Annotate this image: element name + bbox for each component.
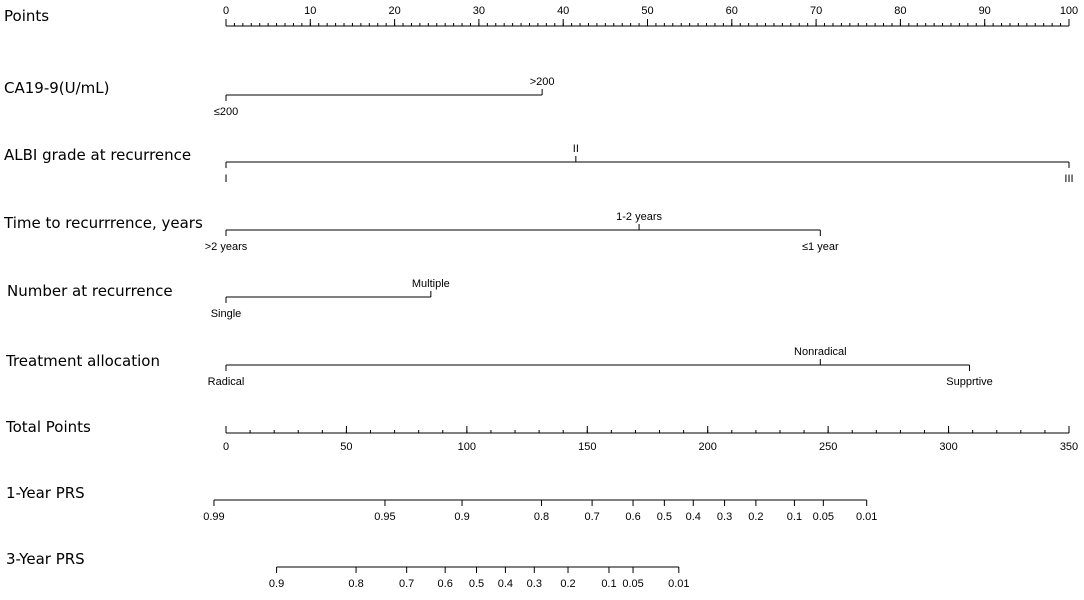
probability-label: 0.1: [787, 511, 802, 523]
probability-label: 0.3: [717, 511, 732, 523]
nomogram-row: Treatment allocation Radical Nonradical Sup…: [5, 346, 993, 388]
tick-label: 40: [557, 5, 569, 17]
probability-label: 0.99: [203, 511, 224, 523]
level-label: Nonradical: [794, 346, 847, 358]
probability-label: 0.8: [348, 578, 363, 590]
probability-label: 0.9: [454, 511, 469, 523]
probability-label: 0.05: [813, 511, 834, 523]
tick-label: 30: [473, 5, 485, 17]
nomogram-row: Points 0 10 20 30 40 50 60 70 80 90 100: [4, 5, 1078, 27]
nomogram-row: 3-Year PRS 0.9 0.8 0.7 0.6 0.5 0.4 0.3 0.2 0.1 0.0…: [6, 550, 690, 590]
level-label: I: [224, 173, 227, 185]
level-label: III: [1064, 173, 1073, 185]
row-label: CA19-9(U/mL): [4, 79, 109, 97]
tick-label: 350: [1060, 441, 1078, 453]
nomogram-row: CA19-9(U/mL) ≤200 >200: [4, 76, 555, 118]
level-label: 1-2 years: [616, 211, 662, 223]
tick-label: 300: [939, 441, 957, 453]
tick-label: 0: [223, 5, 229, 17]
tick-label: 70: [810, 5, 822, 17]
level-label: Supprtive: [946, 376, 992, 388]
probability-label: 0.9: [269, 578, 284, 590]
tick-label: 50: [340, 441, 352, 453]
tick-label: 150: [578, 441, 596, 453]
row-label: ALBI grade at recurrence: [4, 146, 191, 164]
tick-label: 60: [726, 5, 738, 17]
level-label: >2 years: [205, 241, 248, 253]
tick-label: 10: [304, 5, 316, 17]
level-label: Multiple: [412, 278, 450, 290]
nomogram-row: Total Points 0 50 100 150 200 250 300 350: [5, 418, 1078, 453]
probability-label: 0.6: [438, 578, 453, 590]
row-label: 1-Year PRS: [6, 484, 85, 502]
tick-label: 90: [979, 5, 991, 17]
row-label: Number at recurrence: [7, 282, 173, 300]
probability-label: 0.5: [657, 511, 672, 523]
nomogram-row: 1-Year PRS 0.99 0.95 0.9 0.8 0.7 0.6 0.5 0.4 0.3 0…: [6, 484, 877, 523]
level-label: II: [573, 143, 579, 155]
row-label: 3-Year PRS: [6, 550, 85, 568]
probability-label: 0.8: [534, 511, 549, 523]
tick-label: 20: [388, 5, 400, 17]
probability-label: 0.1: [601, 578, 616, 590]
nomogram-row: Number at recurrence Single Multiple: [7, 278, 450, 320]
level-label: Single: [211, 308, 242, 320]
probability-label: 0.3: [527, 578, 542, 590]
probability-label: 0.5: [469, 578, 484, 590]
probability-label: 0.7: [399, 578, 414, 590]
nomogram-rows: Points 0 10 20 30 40 50 60 70 80 90 100 CA19-9(U/mL)…: [3, 5, 1078, 590]
tick-label: 50: [641, 5, 653, 17]
row-label: Time to recurrrence, years: [3, 214, 203, 232]
probability-label: 0.4: [686, 511, 701, 523]
row-label: Total Points: [5, 418, 91, 436]
tick-label: 100: [1060, 5, 1078, 17]
probability-label: 0.6: [625, 511, 640, 523]
nomogram-row: Time to recurrrence, years>2 years 1-2 ye…: [3, 211, 839, 253]
probability-label: 0.01: [668, 578, 689, 590]
level-label: Radical: [208, 376, 245, 388]
probability-label: 0.05: [622, 578, 643, 590]
row-label: Treatment allocation: [5, 352, 160, 370]
tick-label: 100: [458, 441, 476, 453]
probability-label: 0.95: [374, 511, 395, 523]
level-label: >200: [530, 76, 555, 88]
tick-label: 200: [699, 441, 717, 453]
tick-label: 0: [223, 441, 229, 453]
tick-label: 80: [894, 5, 906, 17]
level-label: ≤1 year: [802, 241, 839, 253]
row-label: Points: [4, 7, 49, 25]
tick-label: 250: [819, 441, 837, 453]
probability-label: 0.2: [560, 578, 575, 590]
probability-label: 0.01: [856, 511, 877, 523]
probability-label: 0.2: [748, 511, 763, 523]
probability-label: 0.7: [584, 511, 599, 523]
level-label: ≤200: [214, 106, 238, 118]
probability-label: 0.4: [498, 578, 513, 590]
